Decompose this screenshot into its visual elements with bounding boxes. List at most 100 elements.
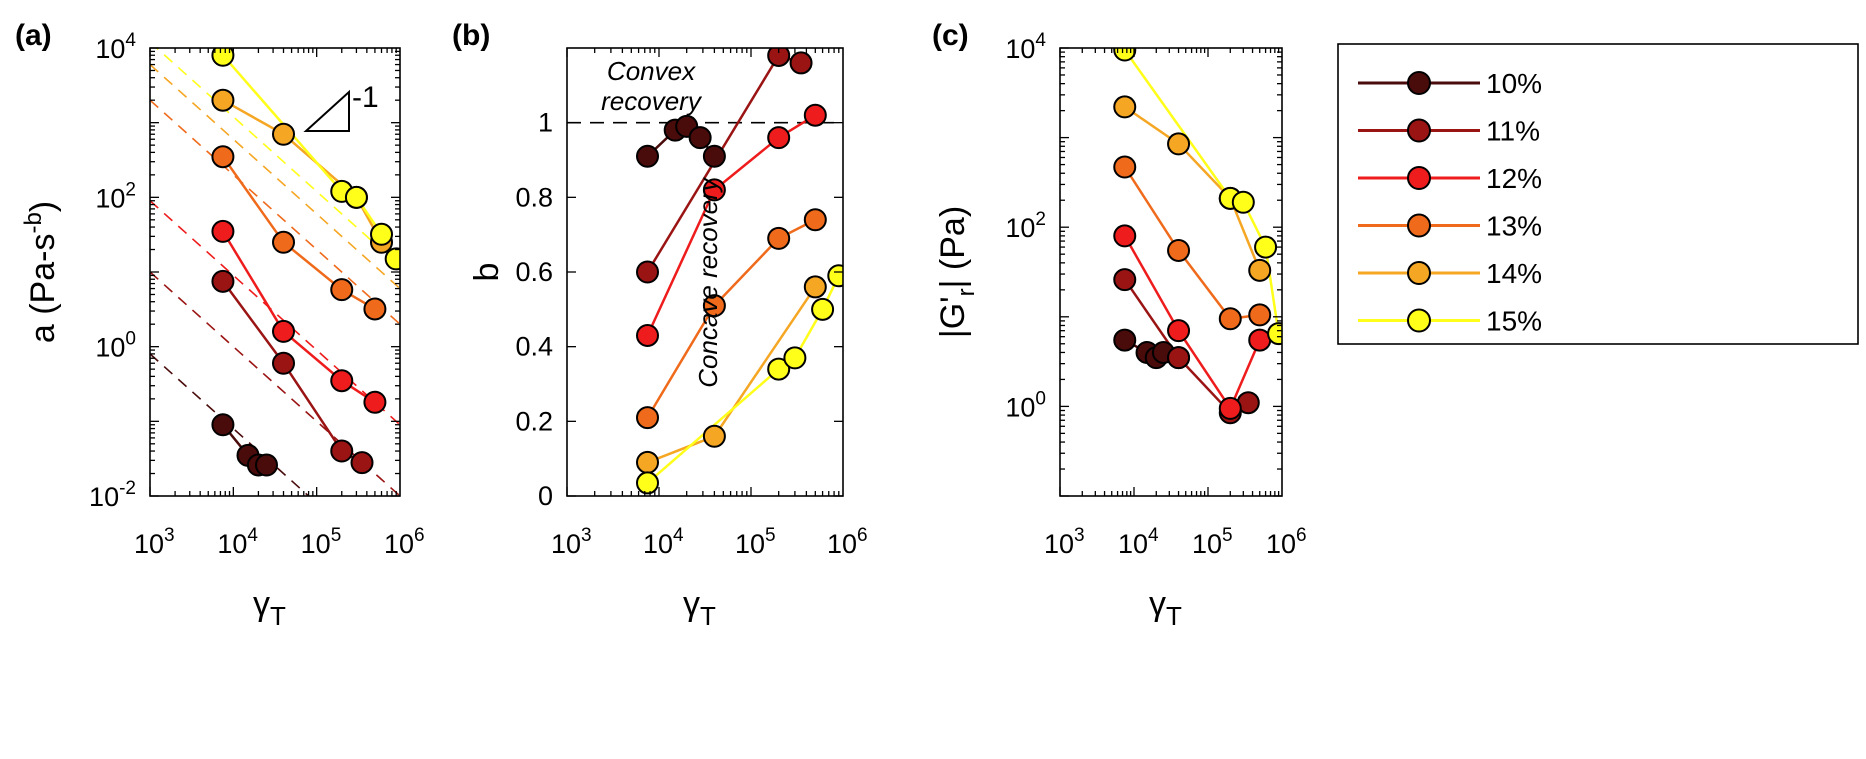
legend-item: 13% <box>1358 211 1542 242</box>
panel-label: (b) <box>452 19 490 52</box>
data-point-15 <box>1267 322 1282 346</box>
panel-c: (c) 103 104 105 106 100 102 104 γT |G'r| (Pa) <box>932 19 1307 631</box>
data-point-15 <box>636 471 660 495</box>
data-point-12 <box>272 319 296 343</box>
data-point-13 <box>1113 155 1137 179</box>
legend-label: 11% <box>1486 116 1540 147</box>
data-point-15 <box>370 222 394 246</box>
series-line-13 <box>646 218 816 419</box>
slope-label: -1 <box>352 81 379 114</box>
data-point-10 <box>211 413 235 437</box>
data-point-13 <box>767 226 791 250</box>
data-point-10 <box>702 144 726 168</box>
legend-item: 14% <box>1358 258 1542 289</box>
series-line-13 <box>1123 166 1260 321</box>
data-point-12 <box>363 390 387 414</box>
y-tick-label: 104 <box>1005 30 1046 64</box>
data-point-14 <box>803 275 827 299</box>
panel-label: (c) <box>932 19 969 52</box>
legend-box <box>1337 43 1859 345</box>
y-tick-label: 100 <box>1005 388 1046 422</box>
data-point-15 <box>344 185 368 209</box>
data-point-10 <box>1113 328 1137 352</box>
data-point-12 <box>702 178 726 202</box>
series-line-15 <box>1123 49 1280 334</box>
data-point-11 <box>636 260 660 284</box>
data-point-12 <box>1113 224 1137 248</box>
data-point-14 <box>1113 95 1137 119</box>
x-tick-label: 105 <box>735 525 776 559</box>
data-point-12 <box>636 323 660 347</box>
data-point-15 <box>827 264 843 288</box>
data-point-14 <box>1248 258 1272 282</box>
data-point-14 <box>702 424 726 448</box>
plot-area <box>150 48 400 496</box>
x-tick-label: 106 <box>827 525 868 559</box>
data-point-12 <box>1218 396 1242 420</box>
data-point-10 <box>254 453 278 477</box>
data-point-14 <box>636 450 660 474</box>
legend-item: 12% <box>1358 163 1542 194</box>
legend-marker <box>1407 261 1431 285</box>
data-point-10 <box>636 144 660 168</box>
legend-label: 14% <box>1486 258 1542 289</box>
data-point-13 <box>272 230 296 254</box>
y-tick-label: 0.8 <box>515 182 553 212</box>
legend-marker <box>1407 118 1431 143</box>
data-point-13 <box>211 145 235 169</box>
data-point-15 <box>1231 190 1255 214</box>
data-point-13 <box>1248 303 1272 327</box>
x-tick-label: 106 <box>384 525 425 559</box>
series-line-14 <box>222 99 383 243</box>
x-tick-label: 104 <box>643 525 684 559</box>
data-point-13 <box>702 294 726 318</box>
series-line-13 <box>221 155 376 310</box>
data-point-12 <box>330 369 354 393</box>
data-point-11 <box>789 51 813 75</box>
data-point-15 <box>384 247 400 271</box>
panel-b: (b) 103 104 105 106 0 0.2 0.4 0.6 0.8 1 γT b Convexre… <box>452 19 868 631</box>
data-point-13 <box>330 278 354 302</box>
data-point-15 <box>811 297 835 321</box>
y-tick-label: 102 <box>95 179 136 213</box>
y-tick-label: 100 <box>95 329 136 363</box>
slope-triangle <box>303 89 350 132</box>
x-axis-label: γT <box>253 585 286 631</box>
x-tick-label: 104 <box>217 525 258 559</box>
y-axis-label: b <box>468 263 506 282</box>
legend-marker <box>1407 166 1431 190</box>
y-tick-label: 104 <box>95 30 136 64</box>
legend: 10% 11% 12% 13% 14% 15% <box>1337 43 1859 345</box>
data-point-13 <box>1167 238 1191 262</box>
data-point-11 <box>330 439 354 463</box>
y-axis-label: |G'r| (Pa) <box>934 206 980 338</box>
legend-item: 15% <box>1358 306 1542 337</box>
legend-label: 13% <box>1486 211 1542 242</box>
y-tick-label: 10-2 <box>89 478 136 512</box>
data-point-13 <box>363 297 387 321</box>
legend-item: 10% <box>1358 68 1542 99</box>
y-tick-label: 0 <box>538 481 553 511</box>
data-point-11 <box>1167 346 1191 370</box>
y-tick-label: 0.6 <box>515 257 553 287</box>
panel-a: (a) 103 104 105 106 10-2 100 102 104 γT a (Pa-s-b)… <box>15 19 425 631</box>
data-point-10 <box>688 126 712 150</box>
legend-label: 15% <box>1486 306 1542 337</box>
y-tick-label: 102 <box>1005 209 1046 243</box>
legend-marker <box>1407 308 1431 333</box>
x-tick-label: 105 <box>301 525 342 559</box>
convex-label-line1: Convex <box>607 56 696 86</box>
x-tick-label: 103 <box>134 525 175 559</box>
series-line-12 <box>221 230 376 404</box>
legend-label: 12% <box>1486 163 1542 194</box>
data-point-11 <box>1113 268 1137 292</box>
data-point-12 <box>803 103 827 127</box>
data-point-12 <box>767 126 791 150</box>
plot-area <box>1113 48 1282 425</box>
legend-marker <box>1407 213 1431 238</box>
y-tick-label: 0.4 <box>515 332 553 362</box>
panel-label: (a) <box>15 19 52 52</box>
data-point-12 <box>1248 328 1272 352</box>
data-point-12 <box>1167 319 1191 343</box>
